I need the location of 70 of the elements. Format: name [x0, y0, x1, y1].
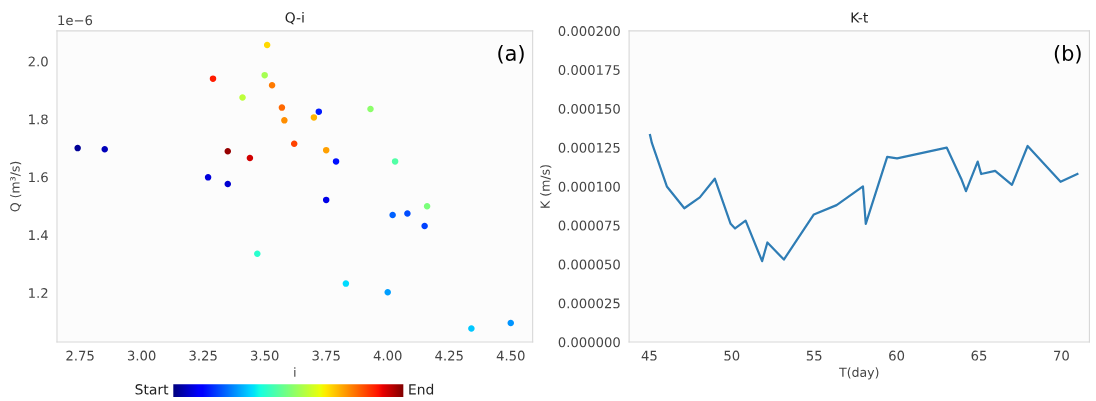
annotation: (b)	[1054, 44, 1081, 64]
x-tick-label: 3.00	[127, 350, 156, 361]
point	[421, 222, 428, 230]
x-tick-label: 55	[806, 350, 822, 361]
y-tick-label: 0.000000	[558, 337, 620, 348]
y-tick-label: 0.000075	[558, 220, 620, 231]
x-tick-label: 50	[724, 350, 740, 361]
text: 1e−6	[58, 15, 93, 26]
point	[246, 154, 254, 162]
line-series	[648, 134, 1079, 263]
x-tick-label: 70	[1054, 350, 1069, 361]
x-tick-label: 3.75	[312, 350, 340, 361]
x-tick-label: 3.25	[189, 350, 217, 361]
text: End	[409, 383, 434, 395]
chart-title: K-t	[851, 12, 868, 23]
x-axis-title: i	[294, 367, 296, 377]
point	[204, 174, 212, 181]
point	[278, 104, 286, 111]
point	[342, 280, 350, 287]
y-tick-label: 0.000125	[558, 142, 620, 153]
point	[367, 105, 374, 113]
text: Start	[135, 384, 169, 395]
point	[268, 82, 276, 89]
y-axis-title: Q (m³/s)	[10, 161, 22, 212]
point	[423, 203, 431, 210]
y-tick-label: 1.2	[29, 288, 48, 298]
point	[224, 148, 232, 155]
point	[391, 158, 399, 165]
point	[281, 117, 288, 124]
y-tick-label: 1.4	[29, 230, 48, 240]
y-tick-label: 2.0	[28, 56, 48, 67]
x-tick-label: 2.75	[66, 350, 94, 361]
y-tick-label: 1.8	[29, 114, 48, 125]
point	[384, 289, 391, 296]
point	[322, 146, 330, 154]
x-tick-label: 4.25	[435, 350, 463, 361]
point	[209, 75, 217, 82]
y-tick-label: 1.6	[29, 172, 48, 183]
point	[101, 146, 108, 153]
point	[404, 210, 411, 217]
point	[322, 196, 330, 204]
point	[332, 158, 340, 165]
y-axis-title: K (m/s)	[540, 165, 552, 208]
point	[254, 250, 261, 258]
point	[74, 144, 81, 152]
y-tick-label: 0.000200	[558, 26, 620, 37]
point	[468, 325, 475, 332]
y-tick-label: 0.000150	[558, 103, 620, 114]
point	[315, 108, 323, 115]
y-tick-label: 0.000100	[558, 181, 620, 192]
x-tick-label: 4.00	[373, 350, 402, 361]
y-tick-label: 0.000050	[558, 259, 620, 270]
x-tick-label: 4.50	[496, 350, 525, 361]
annotation: (a)	[498, 44, 524, 64]
x-tick-label: 3.50	[251, 350, 279, 361]
point	[263, 41, 271, 49]
point	[224, 180, 232, 188]
y-tick-label: 0.000175	[558, 64, 620, 75]
point	[290, 140, 298, 148]
point	[239, 94, 246, 101]
chart-title: Q-i	[285, 11, 304, 25]
point	[389, 211, 396, 219]
point	[310, 114, 318, 121]
x-tick-label: 65	[971, 350, 987, 361]
point	[507, 319, 515, 327]
x-tick-label: 60	[889, 350, 905, 361]
y-tick-label: 0.000025	[558, 298, 620, 309]
x-tick-label: 45	[641, 350, 657, 361]
x-axis-title: T(day)	[839, 367, 879, 380]
point	[261, 71, 268, 79]
